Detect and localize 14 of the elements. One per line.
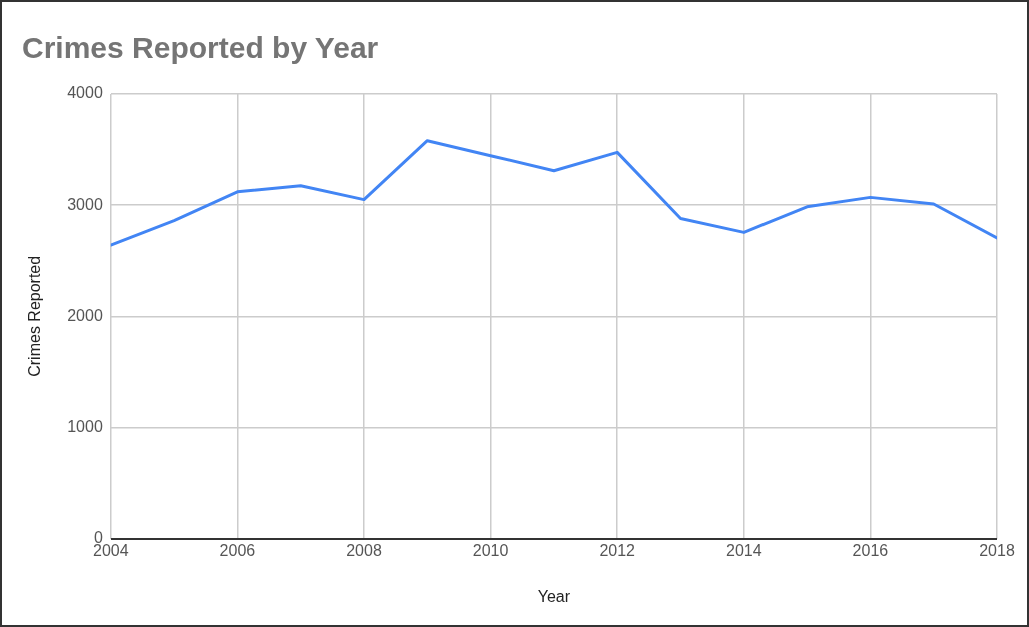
y-tick-label: 1000	[67, 417, 103, 435]
chart-title: Crimes Reported by Year	[22, 31, 379, 65]
y-axis-title: Crimes Reported	[26, 255, 44, 377]
x-tick-label: 2010	[472, 541, 509, 559]
x-tick-label: 2014	[726, 541, 762, 559]
y-tick-label: 2000	[67, 306, 103, 324]
x-tick-label: 2008	[346, 541, 382, 559]
x-tick-label: 2018	[979, 541, 1015, 559]
x-tick-label: 2006	[219, 541, 256, 559]
x-tick-label: 2012	[599, 541, 636, 559]
x-tick-label: 2016	[852, 541, 889, 559]
y-tick-label: 4000	[67, 84, 103, 102]
x-axis-title: Year	[537, 587, 571, 605]
y-tick-label: 3000	[67, 195, 103, 213]
